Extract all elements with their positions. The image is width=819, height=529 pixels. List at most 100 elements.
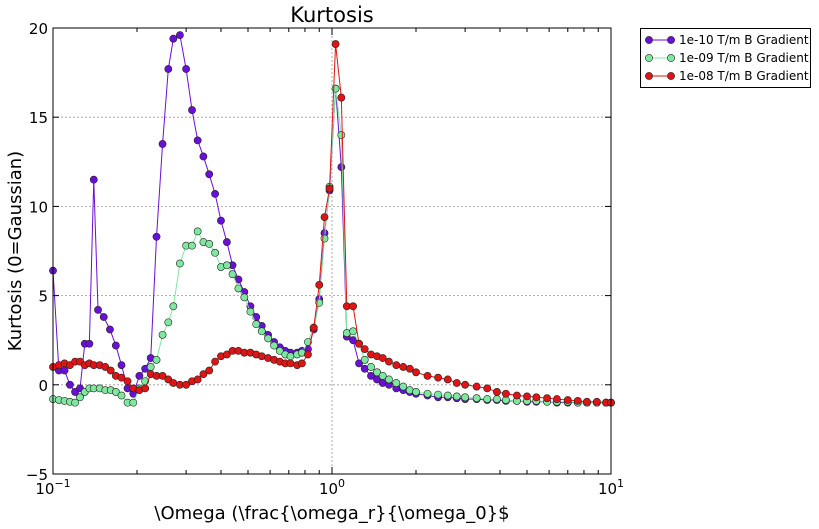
data-point: [392, 379, 401, 387]
data-point: [240, 293, 249, 302]
y-tick-label: −5: [26, 466, 48, 484]
data-point: [211, 190, 219, 198]
data-point: [169, 379, 178, 387]
data-point: [472, 382, 481, 391]
legend-marker-icon: [645, 72, 675, 80]
data-point: [399, 382, 408, 391]
data-point: [117, 361, 126, 370]
data-point: [367, 363, 375, 371]
data-point: [146, 363, 155, 371]
data-point: [182, 380, 191, 389]
data-point: [101, 363, 110, 371]
data-point: [222, 350, 231, 359]
y-tick-label: 0: [38, 377, 48, 395]
data-point: [493, 395, 501, 403]
data-point: [176, 31, 184, 40]
data-point: [523, 392, 531, 401]
legend-item-1e-09: 1e-09 T/m B Gradient: [641, 49, 810, 67]
data-point: [501, 389, 510, 398]
data-point: [85, 339, 94, 348]
data-point: [349, 302, 357, 311]
y-axis-label: Kurtosis (0=Gaussian): [5, 151, 26, 351]
data-point: [182, 65, 191, 73]
data-point: [205, 170, 214, 179]
data-point: [99, 313, 108, 321]
ticks: −5 0 5 10 15 20 10−1 100 101: [26, 20, 624, 498]
x-tick-label: 101: [598, 477, 624, 498]
legend-item-1e-08: 1e-08 T/m B Gradient: [641, 67, 810, 85]
data-point: [152, 355, 161, 364]
data-point: [378, 371, 387, 380]
data-point: [106, 366, 115, 375]
data-point: [270, 341, 278, 350]
grid: [52, 27, 612, 475]
legend-label: 1e-08 T/m B Gradient: [679, 69, 809, 83]
data-point: [66, 380, 74, 389]
data-point: [452, 392, 461, 401]
data-point: [543, 394, 551, 403]
data-point: [158, 371, 167, 380]
data-point: [355, 339, 363, 348]
x-tick-label: 10−1: [35, 477, 70, 498]
data-point: [315, 280, 324, 289]
data-point: [337, 93, 346, 102]
data-point: [169, 34, 178, 43]
data-point: [553, 395, 561, 403]
series-layer: [49, 31, 615, 407]
data-point: [158, 140, 167, 148]
data-point: [111, 388, 120, 396]
data-point: [152, 232, 161, 241]
data-point: [412, 388, 420, 396]
data-point: [320, 234, 329, 243]
data-point: [117, 391, 126, 400]
data-point: [443, 391, 452, 400]
data-point: [117, 373, 126, 382]
data-point: [405, 364, 414, 373]
legend-item-1e-10: 1e-10 T/m B Gradient: [641, 31, 810, 49]
data-point: [246, 307, 255, 316]
data-point: [252, 320, 261, 329]
data-point: [286, 352, 295, 361]
data-point: [349, 327, 357, 336]
data-point: [193, 375, 202, 384]
data-point: [423, 371, 432, 380]
data-point: [123, 377, 132, 386]
data-point: [234, 284, 243, 293]
data-point: [205, 366, 214, 375]
series-3: [49, 40, 615, 407]
legend-label: 1e-09 T/m B Gradient: [679, 51, 809, 65]
data-point: [205, 239, 214, 248]
data-point: [71, 398, 79, 407]
data-point: [513, 391, 521, 400]
data-point: [193, 227, 202, 236]
data-point: [135, 371, 144, 380]
data-point: [188, 241, 196, 250]
data-point: [331, 84, 340, 93]
data-point: [164, 318, 173, 327]
data-point: [228, 270, 237, 279]
data-point: [443, 375, 452, 384]
y-tick-label: 10: [29, 198, 48, 216]
data-point: [222, 261, 231, 270]
data-point: [337, 163, 346, 172]
data-point: [222, 238, 231, 246]
legend-marker-icon: [645, 36, 675, 44]
series-line: [52, 34, 611, 404]
data-point: [423, 389, 432, 398]
y-tick-label: 5: [38, 288, 48, 306]
data-point: [483, 395, 492, 403]
data-point: [434, 390, 442, 399]
data-point: [360, 345, 369, 354]
plot-frame: [52, 27, 612, 475]
data-point: [217, 216, 225, 225]
data-point: [378, 354, 387, 362]
y-tick-label: 15: [29, 109, 48, 127]
data-point: [461, 380, 470, 389]
data-point: [106, 325, 114, 334]
data-point: [349, 336, 357, 345]
data-point: [60, 366, 69, 375]
data-point: [392, 361, 401, 370]
data-point: [199, 370, 208, 378]
legend-label: 1e-10 T/m B Gradient: [679, 33, 809, 47]
data-point: [158, 330, 167, 339]
